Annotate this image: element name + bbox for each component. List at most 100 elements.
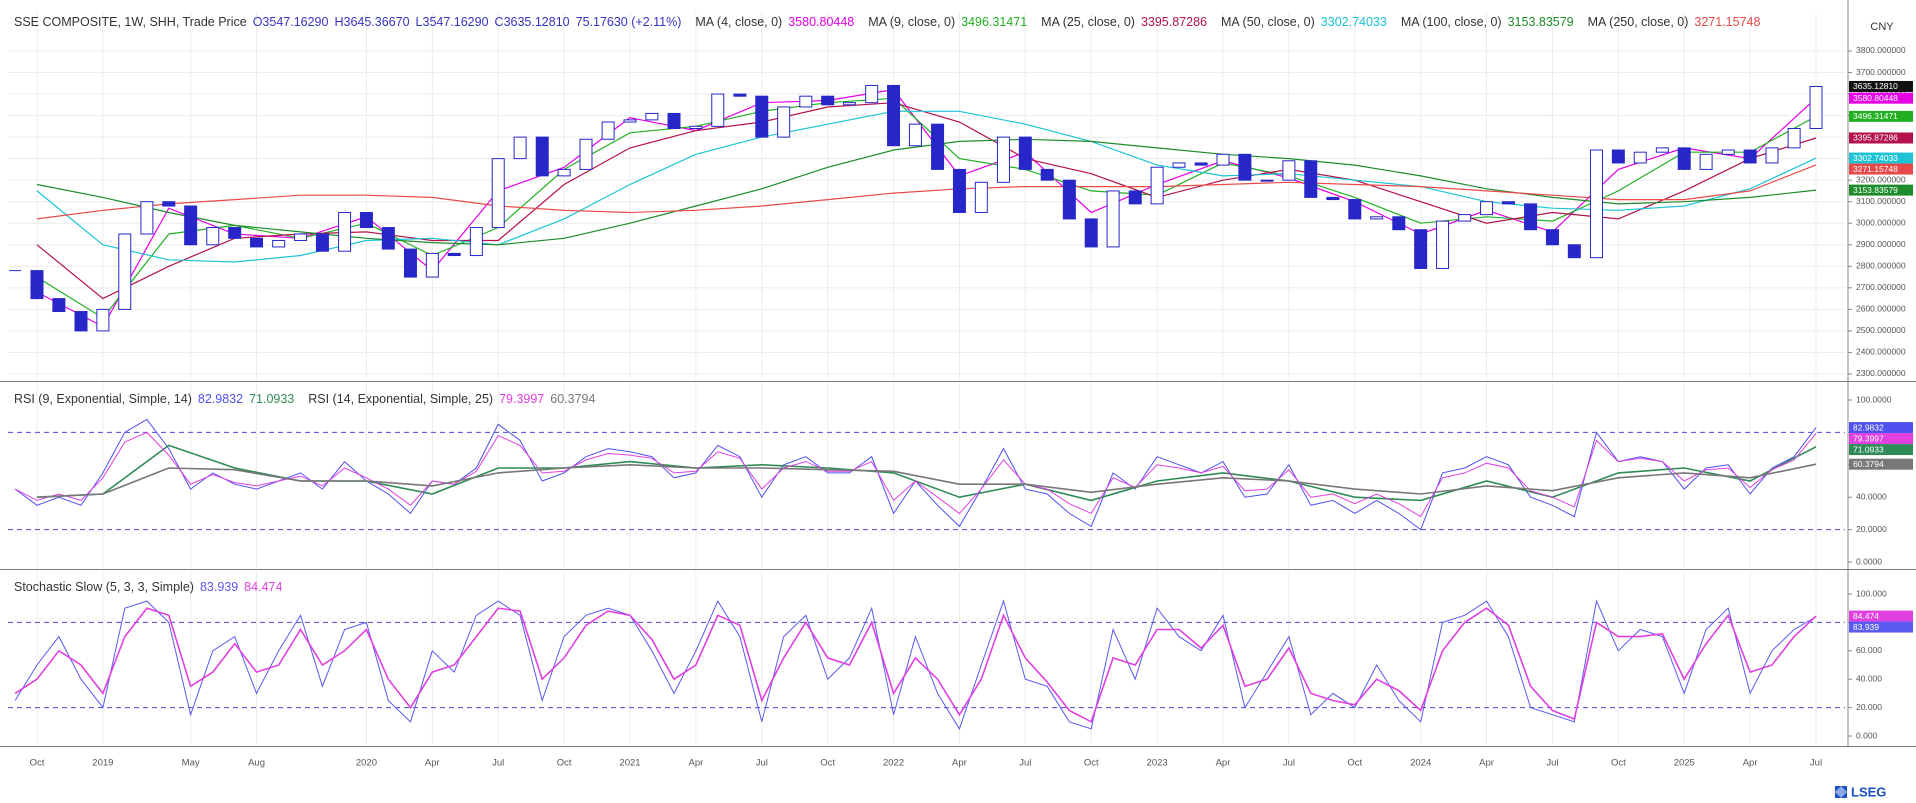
- candle: [821, 95, 835, 106]
- candle: [777, 106, 791, 138]
- value-tag-label: 3302.74033: [1853, 153, 1898, 163]
- candle: [1545, 229, 1559, 246]
- candle: [931, 123, 945, 170]
- value-tag: [1849, 152, 1913, 164]
- candle: [1392, 216, 1406, 231]
- legend-name: RSI (9, Exponential, Simple, 14): [14, 392, 192, 406]
- logo-icon: [1835, 786, 1847, 798]
- candle: [557, 168, 571, 177]
- x-tick-label: Jul: [1019, 758, 1031, 769]
- y-tick-label: 2400.000000: [1856, 347, 1906, 357]
- candle: [1524, 203, 1538, 231]
- value-tag-label: 71.0933: [1853, 444, 1884, 454]
- candle: [1787, 127, 1801, 149]
- y-tick-label: 0.000: [1856, 730, 1878, 740]
- candle: [1150, 166, 1164, 205]
- candle: [469, 227, 483, 257]
- value-tag: [1849, 80, 1913, 92]
- x-tick-label: Jul: [492, 758, 504, 769]
- series-line: [36, 164, 1817, 220]
- legend-value: 3580.80448: [788, 15, 855, 29]
- legend-name: MA (25, close, 0): [1041, 15, 1135, 29]
- legend-value: 71.0933: [249, 392, 295, 406]
- x-tick-label: 2022: [883, 758, 904, 769]
- x-tick-label: Apr: [688, 758, 703, 769]
- series-line: [36, 102, 1817, 300]
- candle: [974, 181, 988, 213]
- candle: [118, 233, 132, 310]
- candle: [667, 112, 681, 129]
- candle: [1458, 214, 1472, 222]
- y-tick-label: 3700.000000: [1856, 67, 1906, 77]
- x-tick-label: Oct: [557, 758, 572, 769]
- candle: [1436, 220, 1450, 269]
- candle: [908, 123, 922, 147]
- candle: [1611, 149, 1625, 164]
- value-tag: [1849, 621, 1913, 633]
- value-tag-label: 82.9832: [1853, 422, 1884, 432]
- y-tick-label: 40.0000: [1856, 491, 1887, 501]
- x-tick-label: Jul: [1810, 758, 1822, 769]
- legend-value: 79.3997: [499, 392, 545, 406]
- y-tick-label: 100.000: [1856, 588, 1887, 598]
- change-label: 75.17630 (+2.11%): [575, 15, 682, 29]
- series-line: [36, 444, 1817, 502]
- main-legend: SSE COMPOSITE, 1W, SHH, Trade Price O3547…: [14, 15, 1774, 29]
- y-tick-label: 2500.000000: [1856, 325, 1906, 335]
- legend-value: 60.3794: [550, 392, 596, 406]
- candle: [315, 233, 329, 252]
- x-tick-label: Apr: [952, 758, 967, 769]
- candle: [1062, 179, 1076, 220]
- value-tag: [1849, 184, 1913, 196]
- candle: [1216, 153, 1230, 166]
- candle: [1304, 160, 1318, 198]
- y-tick-label: 3100.000000: [1856, 196, 1906, 206]
- value-tag-label: 3496.31471: [1853, 111, 1898, 121]
- value-tag: [1849, 163, 1913, 175]
- candle: [1370, 216, 1384, 220]
- value-tag: [1849, 92, 1913, 104]
- x-tick-label: May: [182, 758, 200, 769]
- candle: [74, 311, 88, 332]
- candle: [1348, 199, 1362, 220]
- value-tag-label: 3635.12810: [1853, 81, 1898, 91]
- x-tick-label: Oct: [1611, 758, 1626, 769]
- y-tick-label: 40.000: [1856, 673, 1882, 683]
- value-tag-label: 79.3997: [1853, 433, 1884, 443]
- series-line: [36, 138, 1817, 246]
- legend-value: 3395.87286: [1140, 15, 1207, 29]
- series-line: [14, 607, 1817, 723]
- x-tick-label: Oct: [30, 758, 45, 769]
- x-tick-label: 2025: [1674, 758, 1695, 769]
- candle: [799, 95, 813, 108]
- candle: [1260, 179, 1274, 182]
- x-tick-label: Apr: [1743, 758, 1758, 769]
- value-tag: [1849, 433, 1913, 445]
- candle: [1106, 190, 1120, 248]
- y-tick-label: 2300.000000: [1856, 368, 1906, 378]
- value-tag: [1849, 458, 1913, 470]
- candle: [1194, 162, 1208, 166]
- candle: [294, 233, 308, 241]
- x-tick-label: Oct: [1084, 758, 1099, 769]
- series-line: [36, 89, 1817, 328]
- legend-name: MA (100, close, 0): [1400, 15, 1502, 29]
- candle: [952, 168, 966, 213]
- candle: [535, 136, 549, 177]
- value-tag-label: 3271.15748: [1853, 164, 1898, 174]
- candle: [1238, 153, 1252, 181]
- legend-name: MA (4, close, 0): [695, 15, 783, 29]
- candle: [1699, 153, 1713, 170]
- candle: [843, 102, 857, 106]
- x-tick-label: Jul: [756, 758, 768, 769]
- value-tag-label: 84.474: [1853, 611, 1879, 621]
- candle: [1655, 147, 1669, 153]
- candle: [513, 136, 527, 160]
- brand: LSEG: [1851, 784, 1886, 799]
- series-line: [14, 599, 1817, 731]
- candle: [1567, 244, 1581, 259]
- candle: [184, 205, 198, 246]
- candle: [1172, 162, 1186, 168]
- candle: [623, 119, 637, 123]
- legend-value: 82.9832: [197, 392, 244, 406]
